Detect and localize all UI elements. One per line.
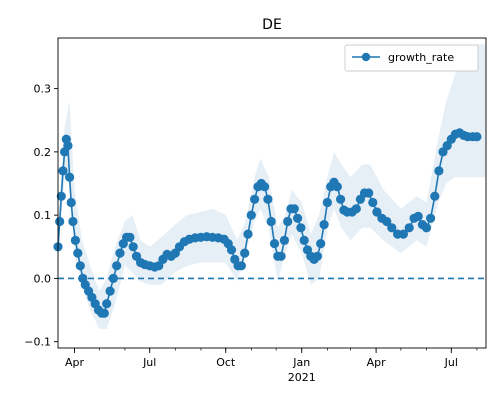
data-point bbox=[404, 223, 414, 233]
data-point bbox=[58, 166, 68, 176]
data-point bbox=[283, 216, 293, 227]
data-point bbox=[336, 194, 346, 204]
x-axis: Apr Jul Oct Jan Apr Jul 2021 bbox=[65, 348, 478, 384]
data-point bbox=[312, 251, 322, 261]
data-point bbox=[66, 197, 76, 208]
y-tick-label: 0.0 bbox=[34, 272, 52, 285]
data-point bbox=[55, 216, 65, 227]
data-point bbox=[372, 207, 382, 217]
data-point bbox=[99, 308, 109, 318]
plot-area bbox=[53, 44, 486, 330]
data-point bbox=[112, 261, 122, 271]
data-point bbox=[128, 242, 138, 252]
data-point bbox=[332, 182, 342, 192]
x-tick-label: Apr bbox=[367, 356, 387, 369]
y-tick-label: 0.3 bbox=[34, 83, 52, 96]
data-point bbox=[65, 172, 75, 182]
data-point bbox=[260, 182, 270, 192]
y-axis: −0.1 0.0 0.1 0.2 0.3 bbox=[24, 83, 58, 349]
data-point bbox=[102, 299, 112, 309]
data-point bbox=[322, 197, 332, 208]
data-point bbox=[413, 211, 423, 221]
x-tick-label: Jan bbox=[292, 356, 310, 369]
data-point bbox=[319, 220, 329, 230]
data-point bbox=[56, 191, 66, 201]
data-point bbox=[108, 273, 118, 283]
data-point bbox=[70, 235, 80, 245]
data-point bbox=[472, 132, 482, 142]
data-point bbox=[240, 248, 250, 258]
data-point bbox=[426, 213, 436, 223]
data-point bbox=[276, 251, 286, 261]
data-point bbox=[368, 197, 378, 208]
data-point bbox=[75, 261, 85, 271]
data-point bbox=[421, 223, 432, 233]
data-point bbox=[398, 229, 408, 239]
series-markers bbox=[53, 128, 482, 318]
data-point bbox=[382, 216, 392, 227]
data-point bbox=[316, 239, 326, 249]
legend-box bbox=[344, 44, 479, 72]
y-tick-label: 0.2 bbox=[34, 146, 52, 159]
data-point bbox=[269, 239, 280, 249]
data-point bbox=[68, 216, 78, 227]
x-tick-label: Oct bbox=[216, 356, 236, 369]
data-point bbox=[289, 204, 299, 214]
data-point bbox=[263, 194, 273, 204]
data-point bbox=[296, 223, 306, 233]
data-point bbox=[115, 248, 125, 258]
x-tick-label: Jul bbox=[444, 356, 458, 369]
y-tick-label: 0.1 bbox=[34, 209, 52, 222]
legend: growth_rate bbox=[344, 44, 479, 72]
data-point bbox=[434, 166, 444, 176]
x-year-label: 2021 bbox=[288, 371, 316, 384]
x-tick-label: Jul bbox=[142, 356, 156, 369]
x-tick-label: Apr bbox=[65, 356, 85, 369]
data-point bbox=[430, 191, 440, 201]
chart-title: DE bbox=[262, 17, 282, 33]
data-point bbox=[63, 141, 73, 151]
legend-label-growth-rate: growth_rate bbox=[388, 51, 454, 64]
data-point bbox=[293, 213, 303, 223]
data-point bbox=[246, 210, 256, 220]
data-point bbox=[351, 204, 361, 214]
legend-marker-growth-rate bbox=[361, 52, 371, 62]
data-point bbox=[73, 248, 83, 258]
confidence-band bbox=[58, 44, 486, 330]
data-point bbox=[266, 216, 276, 227]
plot-frame bbox=[57, 37, 487, 349]
data-point bbox=[279, 235, 289, 245]
data-point bbox=[105, 286, 115, 296]
data-point bbox=[226, 245, 237, 255]
y-tick-label: −0.1 bbox=[24, 336, 51, 349]
data-point bbox=[387, 223, 397, 233]
data-point bbox=[125, 232, 135, 242]
data-point bbox=[250, 194, 260, 204]
data-point bbox=[364, 188, 374, 198]
data-point bbox=[236, 261, 246, 271]
data-point bbox=[243, 229, 253, 239]
data-point bbox=[299, 235, 309, 245]
